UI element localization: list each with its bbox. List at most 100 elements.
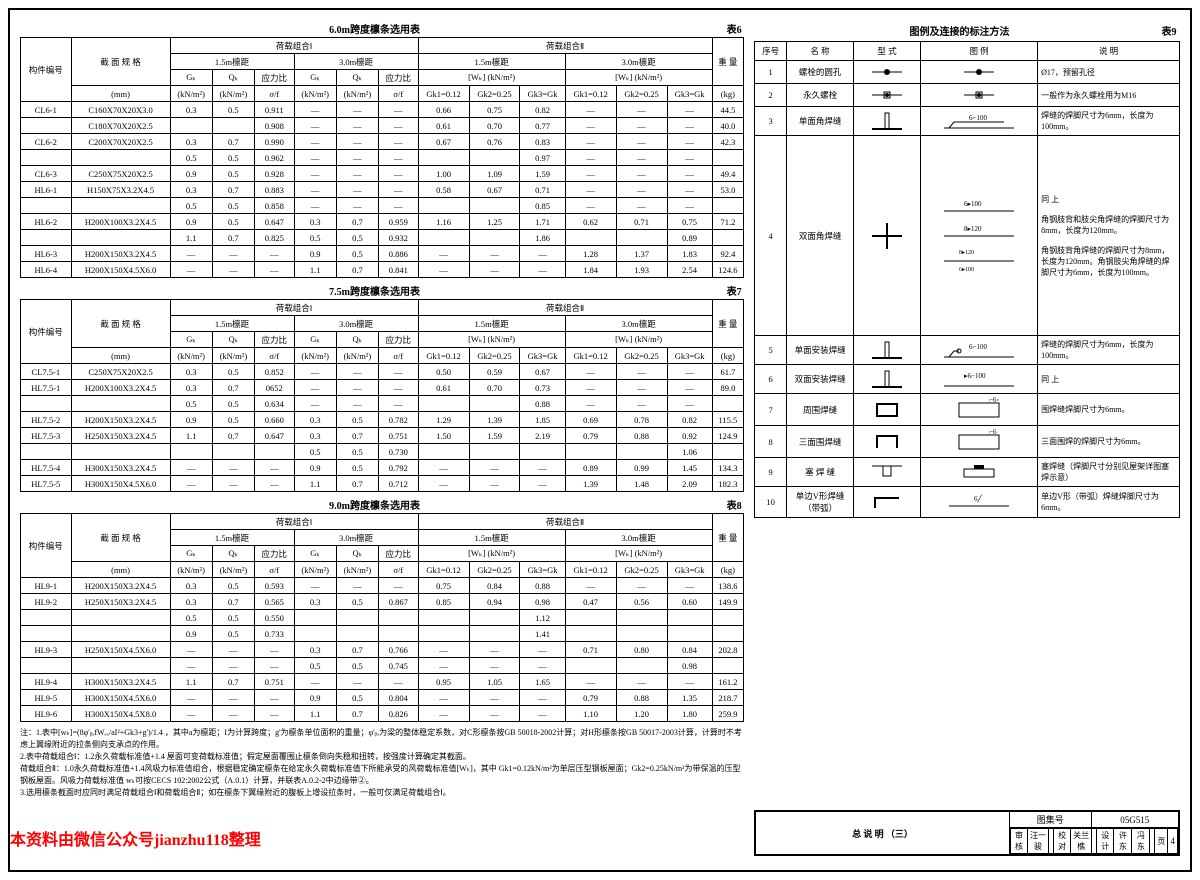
table-cell: —	[212, 658, 254, 674]
table-cell: 0.959	[379, 214, 419, 230]
table-cell: 0.804	[379, 690, 419, 706]
table-cell: 0.97	[520, 150, 565, 166]
table-cell: —	[565, 198, 616, 214]
table-cell: 2.19	[520, 428, 565, 444]
table-cell: —	[170, 690, 212, 706]
table-cell: —	[336, 674, 378, 690]
table-cell: 0.67	[469, 182, 520, 198]
table-cell: —	[667, 118, 712, 134]
table-cell: 218.7	[712, 690, 743, 706]
table-cell: —	[336, 166, 378, 182]
t9-title: 图例及连接的标注方法	[910, 27, 1010, 38]
table-cell: 0.89	[565, 460, 616, 476]
legend-diagram	[921, 84, 1038, 107]
table-cell: 1.37	[616, 246, 667, 262]
table-cell: —	[170, 642, 212, 658]
table-cell	[469, 230, 520, 246]
table-cell: 0.82	[667, 412, 712, 428]
legend-num: 8	[755, 426, 787, 458]
table-cell: —	[212, 642, 254, 658]
table-cell: —	[379, 150, 419, 166]
legend-icon	[854, 136, 921, 336]
table-cell: 0.5	[336, 690, 378, 706]
table-cell: —	[667, 198, 712, 214]
table-cell: —	[565, 118, 616, 134]
table-cell: —	[254, 246, 294, 262]
table-cell: 1.65	[520, 674, 565, 690]
legend-icon	[854, 365, 921, 394]
table-cell: 0.70	[469, 380, 520, 396]
table-cell	[21, 118, 72, 134]
table-cell: 0.867	[379, 594, 419, 610]
table-8: 9.0m跨度檩条选用表表8 构件编号截 面 规 格荷载组合Ⅰ荷载组合Ⅱ重 量1.…	[20, 496, 744, 722]
t8-label: 表8	[727, 497, 742, 512]
legend-num: 4	[755, 136, 787, 336]
legend-diagram: 6╱	[921, 487, 1038, 518]
table-cell: 0.85	[520, 198, 565, 214]
table-cell: —	[170, 262, 212, 278]
table-cell: 0.751	[379, 428, 419, 444]
table-cell	[294, 610, 336, 626]
table-cell: 1.05	[469, 674, 520, 690]
legend-num: 6	[755, 365, 787, 394]
svg-text:6╱: 6╱	[974, 494, 983, 503]
table-cell: —	[336, 198, 378, 214]
table-cell: —	[565, 134, 616, 150]
table-cell: 1.00	[418, 166, 469, 182]
table-cell: —	[379, 102, 419, 118]
table-cell: —	[469, 690, 520, 706]
table-cell: —	[336, 182, 378, 198]
table-cell: 0.7	[336, 214, 378, 230]
table-cell: 1.28	[565, 246, 616, 262]
table-cell: H300X150X4.5X6.0	[71, 690, 170, 706]
table-cell: —	[418, 690, 469, 706]
table-cell: 0.647	[254, 214, 294, 230]
table-cell	[469, 610, 520, 626]
table-cell: —	[469, 262, 520, 278]
table-cell: —	[565, 364, 616, 380]
table-cell: —	[212, 262, 254, 278]
table-cell	[565, 444, 616, 460]
table-cell: 0.84	[667, 642, 712, 658]
table-cell: 0.7	[336, 642, 378, 658]
legend-icon	[854, 84, 921, 107]
table-cell	[565, 658, 616, 674]
table-cell	[21, 198, 72, 214]
svg-text:8▸120: 8▸120	[964, 225, 982, 233]
table-cell	[469, 198, 520, 214]
table-cell: 1.86	[520, 230, 565, 246]
table-cell: —	[565, 182, 616, 198]
table-cell: 0.3	[294, 412, 336, 428]
table-cell: 0.826	[379, 706, 419, 722]
table-cell: 0.71	[520, 182, 565, 198]
legend-icon	[854, 426, 921, 458]
table-cell	[667, 626, 712, 642]
table-cell: 0.730	[379, 444, 419, 460]
table-cell: H200X150X3.2X4.5	[71, 578, 170, 594]
table-cell: 1.12	[520, 610, 565, 626]
table-cell	[336, 610, 378, 626]
legend-num: 5	[755, 336, 787, 365]
legend-diagram: ⌐6	[921, 426, 1038, 458]
table-cell: 0.647	[254, 428, 294, 444]
table-cell	[469, 626, 520, 642]
table-cell: 0.88	[616, 428, 667, 444]
table-cell: —	[616, 182, 667, 198]
table-cell: —	[520, 246, 565, 262]
table-cell	[71, 658, 170, 674]
table-cell: —	[336, 134, 378, 150]
table-cell: 149.9	[712, 594, 743, 610]
legend-icon	[854, 487, 921, 518]
table-cell: 1.83	[667, 246, 712, 262]
table-cell: —	[170, 476, 212, 492]
table-cell: 1.25	[469, 214, 520, 230]
legend-diagram: 6▸1008▸1208▸1206▸100	[921, 136, 1038, 336]
table-cell: 0.89	[667, 230, 712, 246]
table-cell: —	[254, 476, 294, 492]
table-cell: —	[379, 380, 419, 396]
table-cell: —	[294, 380, 336, 396]
legend-desc: 同 上	[1038, 365, 1180, 394]
table-cell	[469, 150, 520, 166]
table-cell: 0.593	[254, 578, 294, 594]
table-cell: 0.9	[170, 214, 212, 230]
